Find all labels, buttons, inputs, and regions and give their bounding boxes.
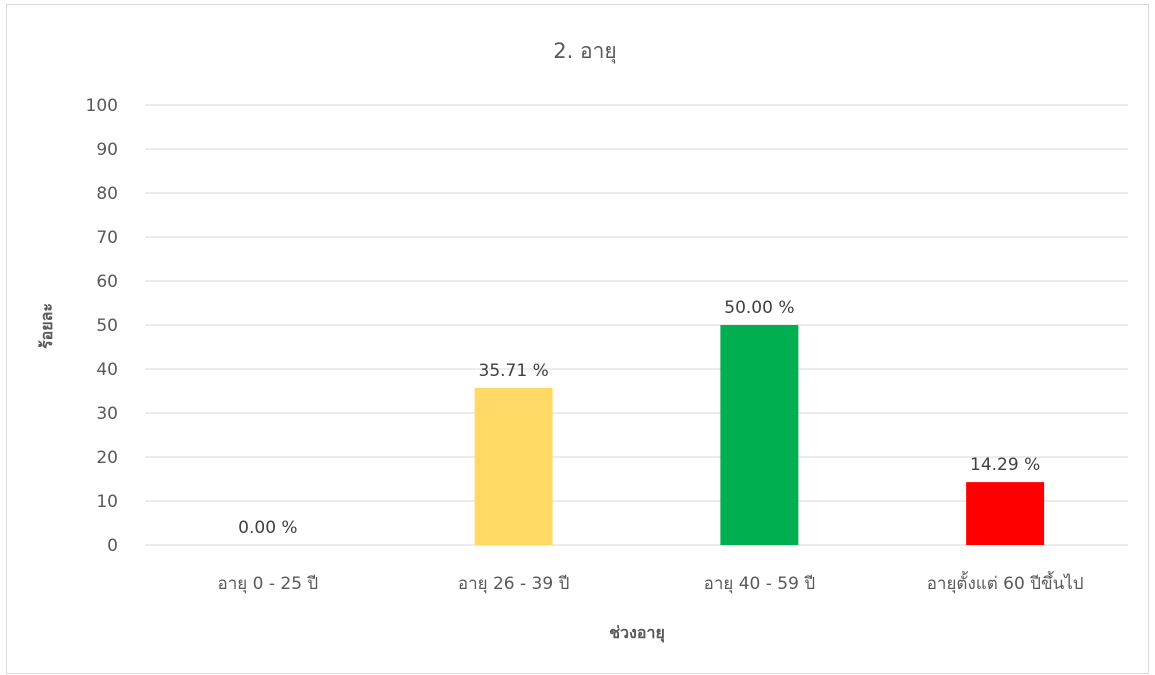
data-labels: 0.00 % 35.71 % 50.00 % 14.29 % (238, 298, 1040, 538)
y-tick-label: 90 (96, 140, 118, 160)
gridlines (145, 104, 1128, 546)
y-tick-label: 70 (96, 228, 118, 248)
y-tick-label: 10 (96, 492, 118, 512)
data-label-0: 0.00 % (238, 518, 297, 538)
y-tick-label: 30 (96, 404, 118, 424)
x-tick-label-3: อายุตั้งแต่ 60 ปีขึ้นไป (927, 571, 1084, 594)
bars (474, 325, 1045, 545)
bar-3 (966, 482, 1045, 545)
x-tick-label-1: อายุ 26 - 39 ปี (458, 574, 570, 594)
chart-title: 2. อายุ (553, 39, 616, 64)
data-label-3: 14.29 % (970, 455, 1040, 475)
x-axis-title: ช่วงอายุ (609, 623, 665, 643)
data-label-2: 50.00 % (724, 298, 794, 318)
y-tick-label: 60 (96, 272, 118, 292)
y-tick-label: 20 (96, 448, 118, 468)
y-tick-label: 100 (86, 96, 118, 116)
bar-2 (720, 325, 799, 545)
x-tick-label-0: อายุ 0 - 25 ปี (218, 574, 319, 594)
y-tick-label: 0 (107, 536, 118, 556)
chart-frame (6, 4, 1149, 674)
y-tick-label: 50 (96, 316, 118, 336)
y-tick-label: 80 (96, 184, 118, 204)
x-tick-label-2: อายุ 40 - 59 ปี (704, 574, 816, 594)
bar-1 (474, 387, 553, 545)
y-tick-label: 40 (96, 360, 118, 380)
y-axis-title: ร้อยละ (37, 303, 56, 349)
data-label-1: 35.71 % (479, 361, 549, 381)
x-axis-tick-labels: อายุ 0 - 25 ปี อายุ 26 - 39 ปี อายุ 40 - 5… (218, 571, 1084, 594)
y-axis-tick-labels: 0 10 20 30 40 50 60 70 80 90 100 (86, 96, 118, 556)
